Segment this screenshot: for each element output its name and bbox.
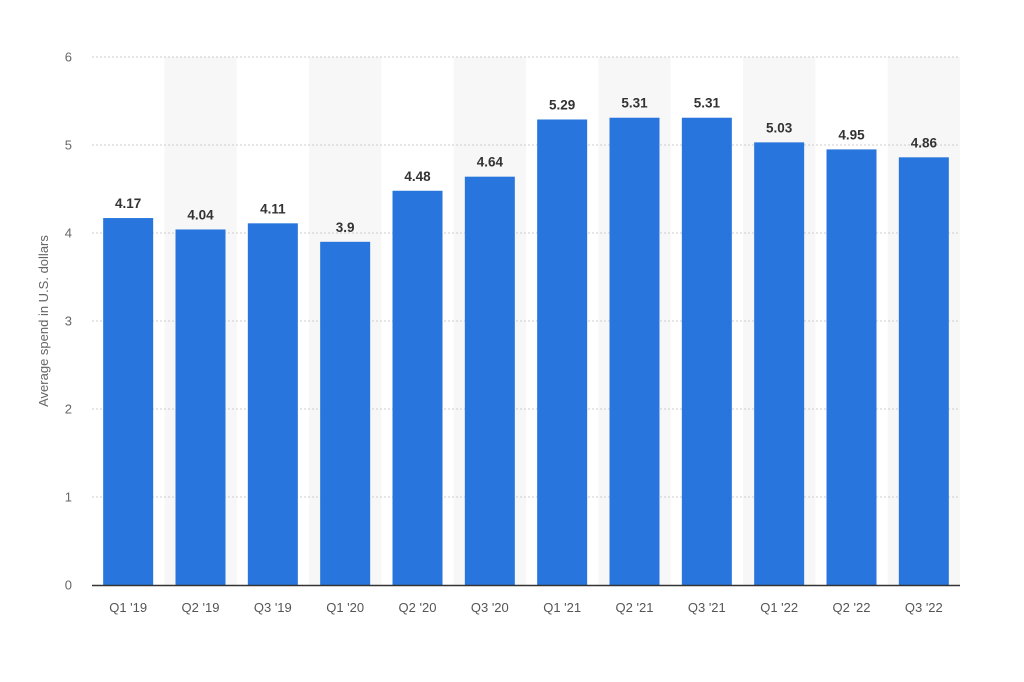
- bar: [537, 119, 588, 585]
- x-tick-label: Q3 '21: [688, 600, 726, 615]
- bar: [103, 218, 154, 586]
- bar: [320, 241, 371, 586]
- bar: [826, 149, 877, 585]
- bar: [681, 117, 732, 585]
- x-tick-label: Q2 '21: [616, 600, 654, 615]
- bar: [392, 190, 443, 585]
- x-axis-ticks: Q1 '19 Q2 '19 Q3 '19 Q1 '20 Q2 '20 Q3 '20 Q1 '…: [109, 600, 943, 615]
- x-tick-label: Q3 '22: [905, 600, 943, 615]
- bar: [609, 117, 660, 585]
- data-label: 5.29: [549, 97, 575, 112]
- bars: [103, 117, 949, 586]
- gridlines: [92, 56, 960, 498]
- x-tick-label: Q3 '20: [471, 600, 509, 615]
- bar: [175, 229, 226, 586]
- y-axis-ticks: 0 1 2 3 4 5 6: [65, 50, 72, 593]
- bar: [464, 176, 515, 585]
- x-tick-label: Q1 '21: [543, 600, 581, 615]
- y-tick-label: 0: [65, 578, 72, 593]
- x-tick-label: Q2 '20: [399, 600, 437, 615]
- y-tick-label: 4: [65, 226, 72, 241]
- data-label: 4.11: [260, 201, 286, 216]
- y-tick-label: 3: [65, 314, 72, 329]
- data-label: 3.9: [336, 220, 355, 235]
- data-label: 4.95: [838, 127, 865, 142]
- x-tick-label: Q2 '22: [833, 600, 871, 615]
- data-label: 5.03: [766, 120, 793, 135]
- value-labels: 4.17 4.04 4.11 3.9 4.48 4.64 5.29 5.31 5.31 5.03 4…: [115, 96, 937, 235]
- bar: [754, 142, 805, 586]
- bar: [247, 223, 298, 585]
- data-label: 4.17: [115, 196, 141, 211]
- data-label: 5.31: [694, 96, 721, 111]
- data-label: 4.04: [187, 207, 214, 222]
- data-label: 4.64: [477, 155, 504, 170]
- x-tick-label: Q1 '20: [326, 600, 364, 615]
- data-label: 5.31: [621, 96, 648, 111]
- x-tick-label: Q1 '19: [109, 600, 147, 615]
- y-tick-label: 6: [65, 50, 72, 65]
- x-tick-label: Q1 '22: [760, 600, 798, 615]
- x-tick-label: Q3 '19: [254, 600, 292, 615]
- y-axis-title: Average spend in U.S. dollars: [36, 235, 51, 407]
- bar: [898, 157, 949, 585]
- y-tick-label: 1: [65, 490, 72, 505]
- data-label: 4.86: [911, 135, 938, 150]
- y-tick-label: 5: [65, 138, 72, 153]
- x-tick-label: Q2 '19: [182, 600, 220, 615]
- y-tick-label: 2: [65, 402, 72, 417]
- data-label: 4.48: [404, 169, 431, 184]
